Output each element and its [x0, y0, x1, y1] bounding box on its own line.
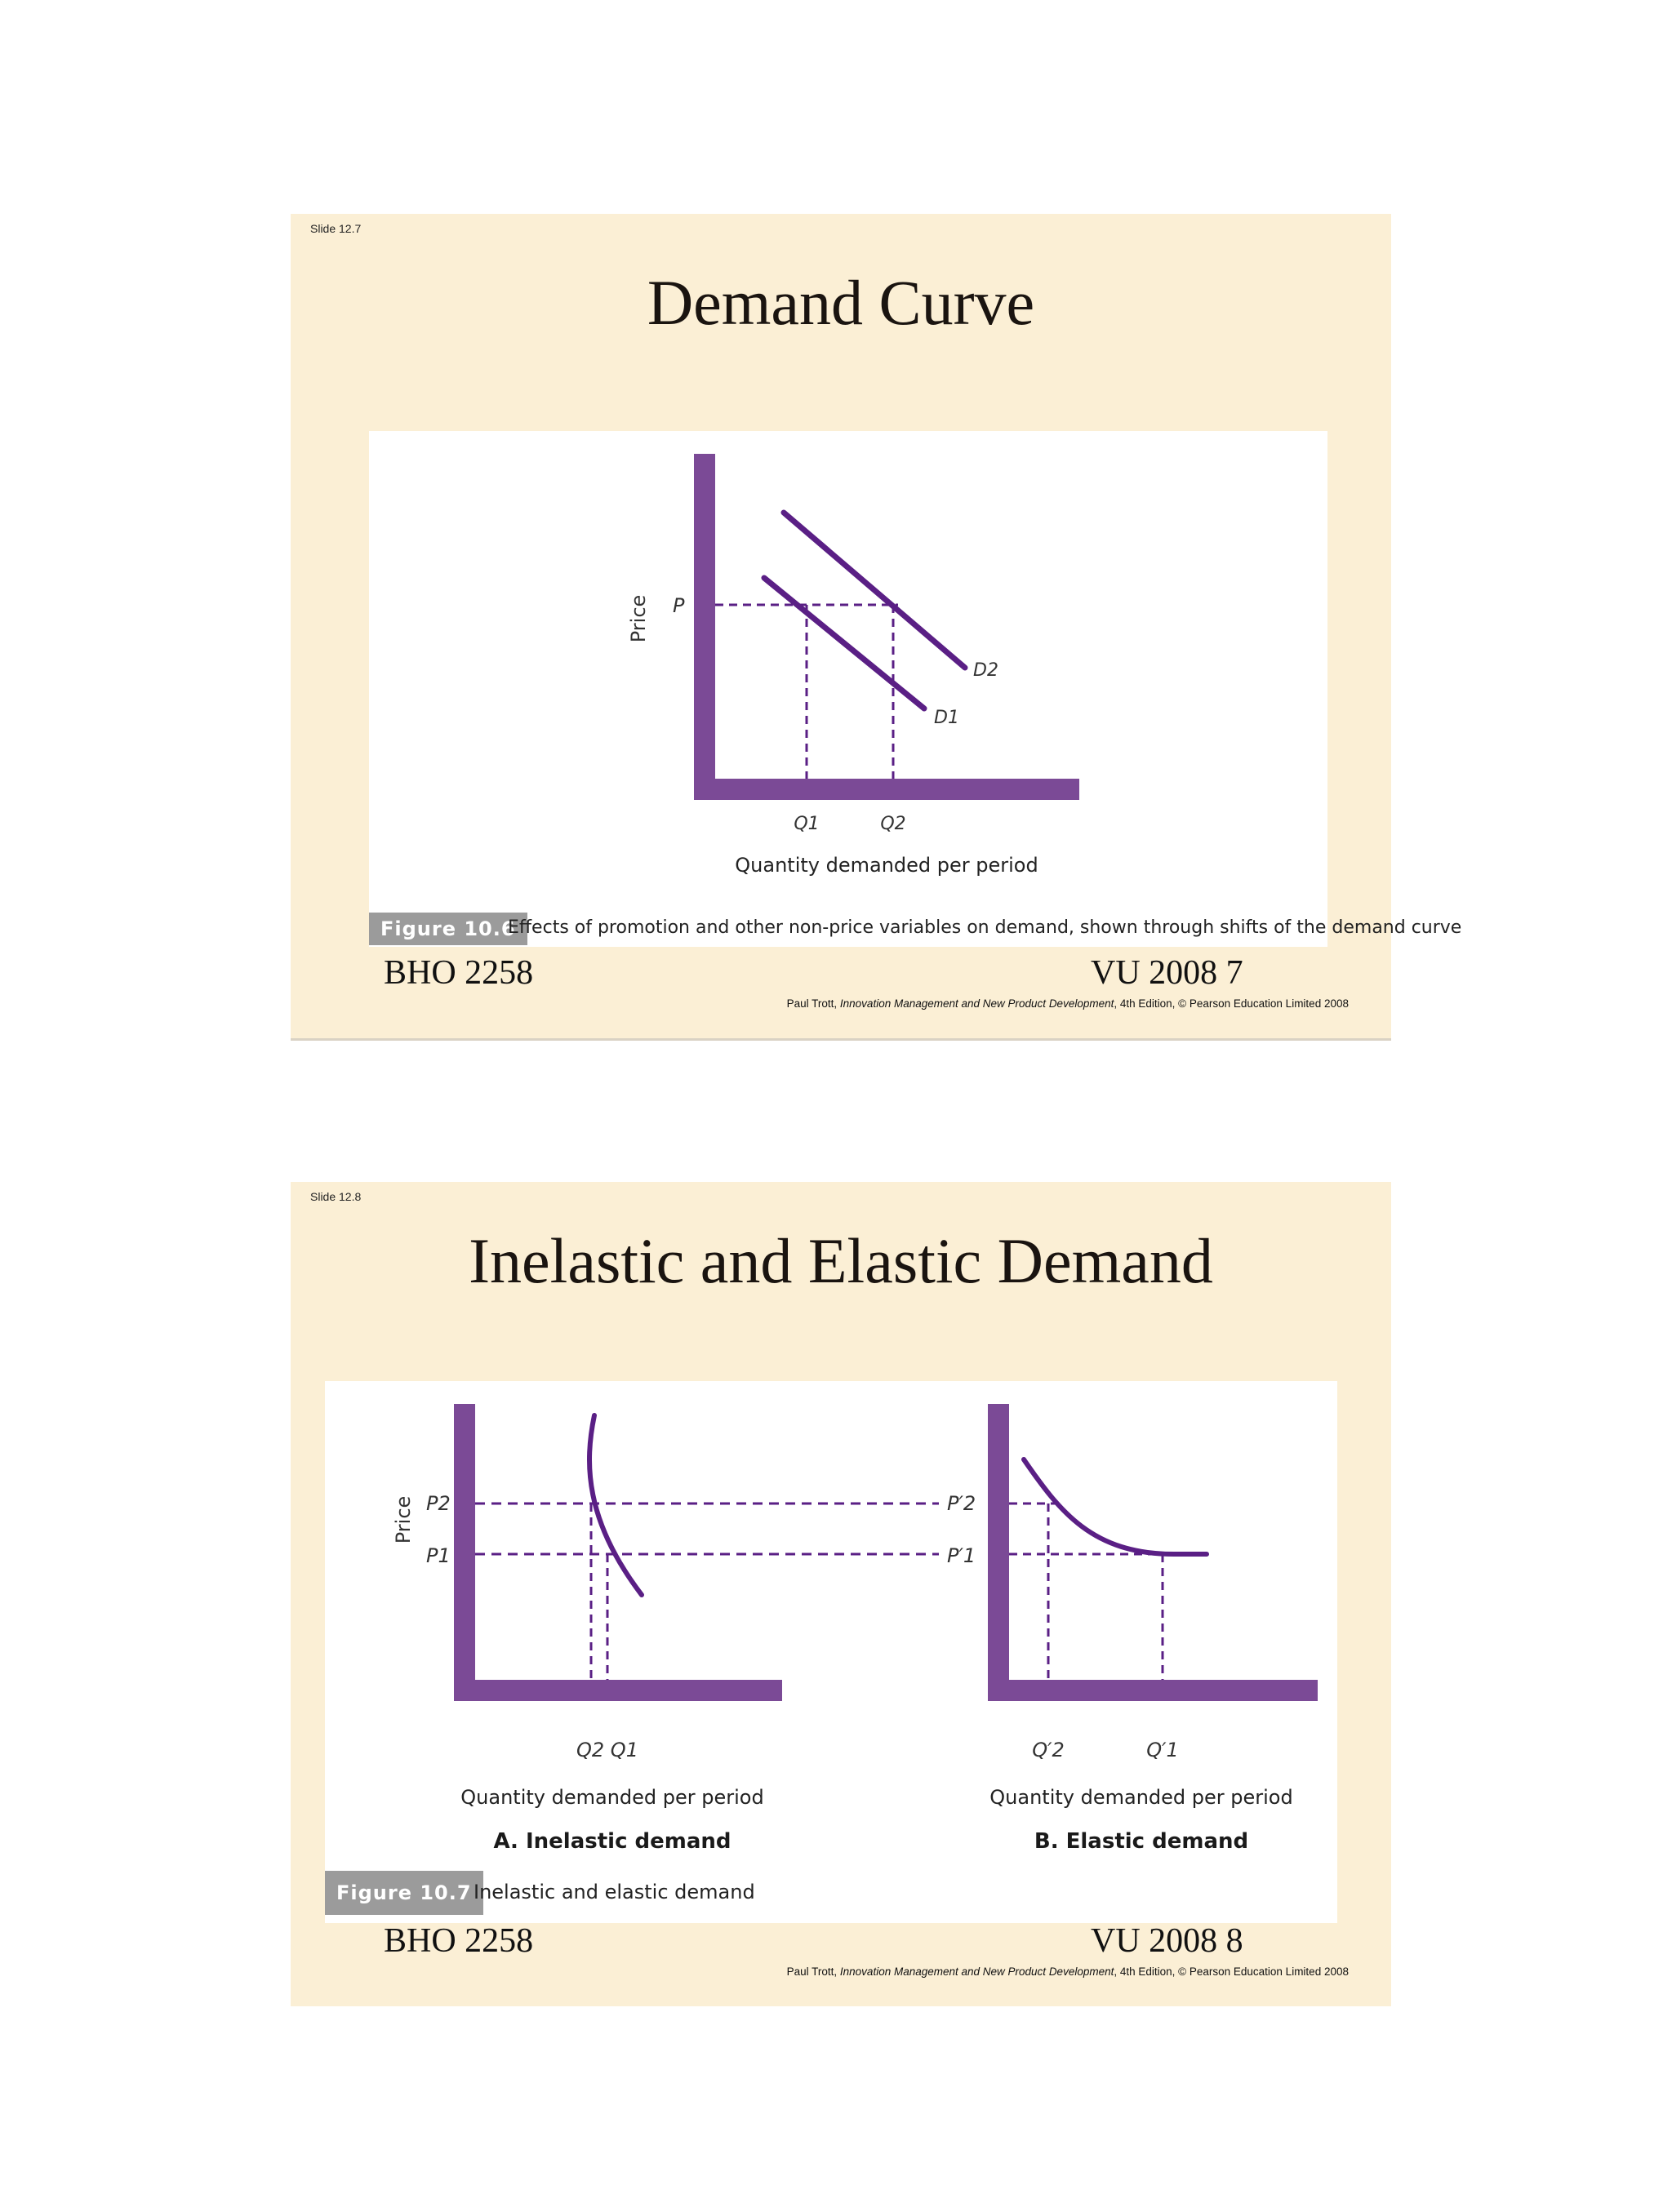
- credit-line: Paul Trott, Innovation Management and Ne…: [787, 997, 1349, 1010]
- slide-title: Demand Curve: [647, 267, 1035, 338]
- price-label: P: [673, 594, 685, 617]
- credit-edition: , 4th Edition, © Pearson Education Limit…: [1114, 997, 1349, 1010]
- credit-line: Paul Trott, Innovation Management and Ne…: [787, 1965, 1349, 1978]
- left-y-axis: [454, 1404, 475, 1701]
- right-p1-label: P′1: [947, 1544, 976, 1567]
- figure-panel: Price P D2 D1 Q1 Q2 Quantity demanded pe…: [369, 431, 1461, 947]
- credit-author: Paul Trott,: [786, 997, 840, 1010]
- right-x-axis: [988, 1680, 1318, 1701]
- figure-label: Figure 10.6: [369, 913, 527, 945]
- y-axis-label: Price: [392, 1496, 415, 1544]
- elastic-demand-curve: [1021, 1457, 1209, 1557]
- figure-caption: Inelastic and elastic demand: [474, 1881, 755, 1903]
- slide-number: Slide 12.7: [310, 222, 362, 235]
- q1-label: Q1: [794, 814, 819, 834]
- credit-edition: , 4th Edition, © Pearson Education Limit…: [1114, 1965, 1349, 1978]
- right-panel-title: B. Elastic demand: [1034, 1829, 1248, 1854]
- footer-course-code: BHO 2258: [384, 1922, 534, 1960]
- figure-panel: Price P2 P1 P′2 P′1 Q2 Q1 Q′2 Q′1 Quanti…: [325, 1381, 1337, 1923]
- footer-course-code: BHO 2258: [384, 954, 534, 992]
- credit-book: Innovation Management and New Product De…: [839, 1965, 1114, 1978]
- slide-2: Slide 12.8 Inelastic and Elastic Demand: [291, 1182, 1391, 2006]
- footer-page: VU 2008 8: [1091, 1922, 1243, 1960]
- demand-curve-diagram: Price P D2 D1 Q1 Q2 Quantity demanded pe…: [627, 454, 1079, 877]
- q2-label: Q2: [880, 814, 905, 834]
- right-p2-label: P′2: [947, 1492, 976, 1515]
- figure-label: Figure 10.7: [325, 1871, 483, 1915]
- demand-curve-d2: [780, 509, 968, 671]
- slide-number: Slide 12.8: [310, 1190, 362, 1203]
- right-y-axis: [988, 1404, 1009, 1701]
- d2-label: D2: [973, 660, 998, 681]
- demand-curve-d1: [761, 575, 927, 712]
- y-axis: [694, 454, 715, 800]
- left-q-labels: Q2 Q1: [576, 1739, 638, 1761]
- left-p2-label: P2: [426, 1492, 451, 1515]
- figure-caption: Effects of promotion and other non-price…: [508, 917, 1462, 938]
- x-axis-label: Quantity demanded per period: [735, 854, 1038, 877]
- right-x-axis-label: Quantity demanded per period: [989, 1786, 1292, 1809]
- slide-title: Inelastic and Elastic Demand: [469, 1225, 1213, 1296]
- left-x-axis-label: Quantity demanded per period: [460, 1786, 763, 1809]
- x-axis: [694, 779, 1079, 800]
- credit-book: Innovation Management and New Product De…: [839, 997, 1114, 1010]
- left-x-axis: [454, 1680, 782, 1701]
- d1-label: D1: [934, 708, 959, 728]
- credit-author: Paul Trott,: [786, 1965, 840, 1978]
- elasticity-diagram: Price P2 P1 P′2 P′1 Q2 Q1 Q′2 Q′1 Quanti…: [392, 1404, 1318, 1854]
- right-q2-label: Q′2: [1032, 1739, 1065, 1761]
- slide-1: Slide 12.7 Demand Curve Price P D2 D1 Q1…: [291, 214, 1461, 1038]
- slide-1-shadow: [291, 1038, 1391, 1041]
- left-panel-title: A. Inelastic demand: [493, 1829, 731, 1854]
- footer-page: VU 2008 7: [1091, 954, 1243, 992]
- y-axis-label: Price: [627, 595, 650, 643]
- right-q1-label: Q′1: [1146, 1739, 1179, 1761]
- inelastic-demand-curve: [587, 1413, 644, 1597]
- left-p1-label: P1: [426, 1544, 451, 1567]
